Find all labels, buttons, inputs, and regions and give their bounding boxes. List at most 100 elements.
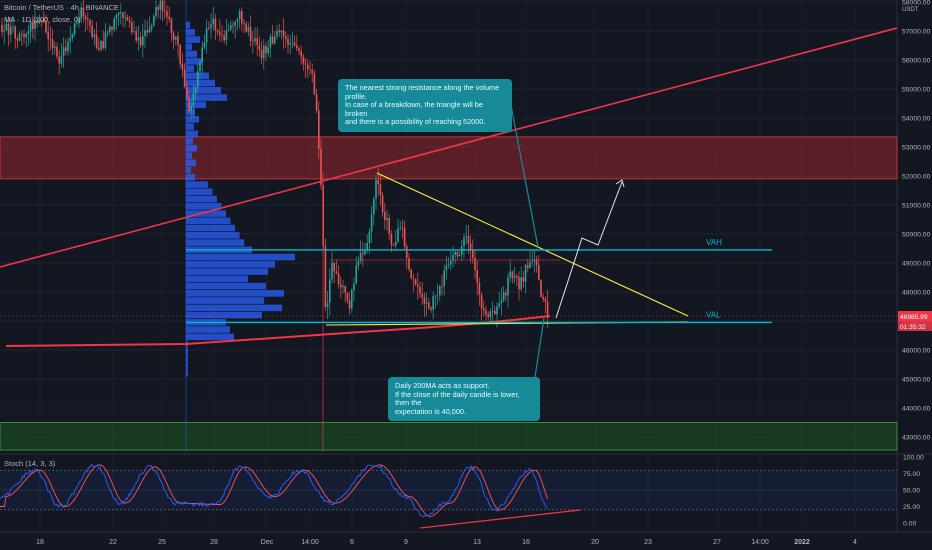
candle-body [355, 265, 357, 284]
candle-body [256, 38, 258, 46]
candle-body [177, 36, 179, 45]
candle-body [82, 7, 85, 17]
volume-bar [186, 145, 197, 152]
price-tick: 51000.00 [902, 203, 931, 210]
callout-line: If the close of the daily candle is lowe… [395, 389, 520, 408]
time-axis[interactable]: 18 22 25 28 Dec 14:00 6 9 13 16 20 23 27 14:00 2022 4 [36, 539, 857, 546]
time-tick: Dec [261, 539, 274, 546]
callout-line: expectation is 40,000. [395, 406, 466, 416]
volume-bar [186, 159, 196, 167]
price-tick: 53000.00 [902, 145, 931, 152]
candle-body [441, 286, 443, 287]
currency-label: USDT [902, 7, 919, 13]
ascending-trendline [0, 27, 898, 268]
candle-body [304, 63, 307, 65]
candle-body [106, 31, 109, 33]
callout-line: Daily 200MA acts as support. [395, 381, 490, 390]
candle-body [362, 252, 364, 255]
candle-body [452, 254, 454, 262]
candle-body [142, 35, 144, 46]
candle-body [115, 14, 118, 19]
candle-body [417, 284, 419, 287]
callout-line: In case of a breakdown, the triangle wil… [345, 100, 483, 118]
candle-body [230, 25, 232, 30]
candle-body [139, 37, 142, 46]
drawings[interactable]: VAH VAL [0, 27, 898, 452]
candle-body [181, 63, 184, 70]
ma-legend[interactable]: MA · 1D (200, close, 0) [4, 15, 81, 24]
stoch-legend[interactable]: Stoch (14, 3, 3) [4, 459, 56, 468]
candle-body [280, 30, 283, 33]
candle-body [399, 227, 401, 229]
candle-body [463, 237, 465, 247]
candle-body [95, 34, 98, 48]
candle-body [388, 218, 390, 235]
candle-body [54, 46, 56, 48]
volume-bar [186, 58, 202, 65]
candle-body [36, 20, 38, 24]
candle-body [406, 246, 408, 258]
candle-body [518, 277, 520, 290]
candle-body [331, 262, 333, 280]
volume-bar [186, 304, 282, 312]
candle-body [47, 32, 49, 40]
candle-body [507, 277, 509, 296]
volume-bar [186, 36, 200, 43]
candle-body [170, 18, 173, 33]
candle-body [247, 27, 250, 32]
candle-body [146, 30, 148, 33]
candle-body [287, 39, 289, 45]
candle-body [309, 69, 311, 71]
candle-body [474, 257, 476, 271]
candle-body [458, 254, 461, 257]
time-tick: 14:00 [751, 539, 769, 546]
volume-bar [186, 94, 227, 101]
callout-line: and there is a possibility of reaching 5… [345, 117, 486, 127]
candle-body [199, 61, 201, 72]
candle-body [238, 11, 241, 19]
candle-body [445, 265, 448, 271]
candle-body [153, 16, 155, 26]
candle-body [359, 252, 362, 262]
volume-bar [186, 108, 195, 116]
candle-body [80, 7, 82, 19]
volume-profile [185, 0, 295, 452]
symbol-legend[interactable]: Bitcoin / TetherUS · 4h · BINANCE [4, 3, 119, 12]
price-tick: 50000.00 [902, 232, 931, 239]
candle-body [232, 25, 234, 26]
candle-body [333, 262, 335, 272]
candle-body [25, 33, 27, 38]
candle-body [318, 110, 320, 149]
candle-body [524, 265, 527, 282]
candle-body [212, 18, 214, 25]
price-tick: 46000.00 [902, 348, 931, 355]
time-tick: 4 [853, 539, 857, 546]
candle-body [320, 148, 322, 186]
candle-body [10, 27, 12, 35]
candle-body [5, 24, 8, 31]
candle-body [58, 56, 60, 64]
val-label: VAL [706, 310, 721, 319]
candle-body [197, 71, 199, 87]
ma200-line [5, 315, 551, 347]
callout-line: The nearest strong resistance along the … [345, 83, 500, 101]
time-tick: 16 [522, 539, 530, 546]
candle-body [91, 25, 93, 37]
candle-body [205, 28, 208, 43]
volume-bar [186, 152, 192, 159]
candle-body [522, 277, 525, 282]
price-tick: 45000.00 [902, 377, 931, 384]
volume-bar [186, 355, 188, 362]
candle-body [102, 41, 104, 48]
candle-body [348, 300, 351, 309]
countdown-text: 01:35:32 [900, 324, 926, 331]
candle-body [223, 35, 225, 41]
time-tick: 22 [109, 539, 117, 546]
candle-body [49, 39, 52, 40]
candle-body [540, 280, 542, 298]
volume-bar [186, 130, 198, 138]
candle-body [538, 264, 540, 281]
candle-body [375, 179, 377, 199]
candle-body [373, 198, 375, 215]
